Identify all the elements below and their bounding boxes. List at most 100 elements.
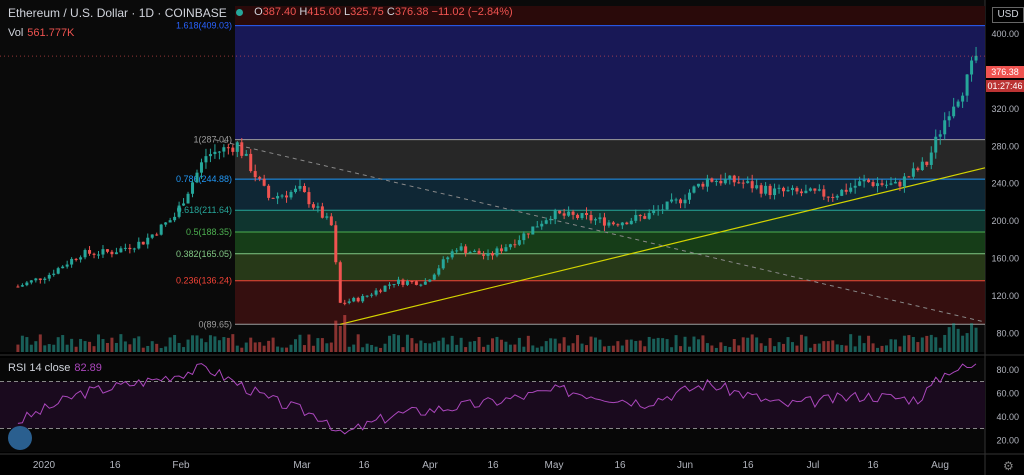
currency-button[interactable]: USD [992,7,1024,23]
candle-body [688,192,691,200]
candle-body [705,178,709,187]
volume-bar [307,334,311,352]
volume-bar [902,335,906,352]
volume-bar [361,347,365,352]
volume-bar [65,344,69,352]
volume-bar [804,336,808,352]
volume-bar [114,342,118,352]
volume-bar [625,339,629,352]
fib-level-label: 0(89.65) [198,319,232,329]
candle-body [804,190,808,194]
candle-body [74,258,78,260]
volume-bar [343,315,347,352]
candle-body [907,176,911,178]
volume-bar [692,336,696,352]
volume-bar [867,335,871,352]
candle-body [965,74,969,96]
candle-body [562,213,566,216]
rsi-line [17,363,977,435]
volume-bar [401,347,405,352]
volume-bar [938,347,942,352]
volume-bar [553,338,557,352]
volume-bar [379,347,383,352]
candle-body [553,210,557,220]
price-axis-tick: 320.00 [991,104,1019,114]
fib-zone [235,253,985,281]
candle-body [934,136,938,153]
volume-bar [446,344,450,352]
candle-body [737,182,741,184]
candle-body [177,205,181,217]
candle-body [114,252,118,255]
candle-body [486,253,490,256]
candle-body [388,284,392,286]
volume-bar [714,347,718,352]
volume-bar [280,347,284,352]
candle-body [329,216,333,226]
fib-level-label: 1.618(409.03) [176,21,232,31]
volume-bar [585,345,589,352]
candle-body [235,142,239,152]
volume-bar [240,347,244,352]
volume-bar [876,347,880,352]
volume-bar [459,337,463,352]
candle-body [65,264,69,267]
volume-bar [522,346,526,352]
candle-body [258,177,262,179]
volume-bar [52,344,56,352]
candle-body [961,95,965,102]
candle-body [123,247,127,249]
volume-legend: Vol 561.777K [8,27,74,39]
tradingview-logo-icon[interactable] [8,426,32,450]
candle-body [477,250,481,255]
volume-bar [164,346,168,352]
candle-body [105,249,109,252]
close-label: C [386,6,395,18]
candle-body [835,195,839,198]
price-axis-tick: 120.00 [991,291,1019,301]
candle-body [437,268,441,275]
candle-body [607,222,611,226]
candle-body [302,186,306,193]
volume-bar [750,334,754,352]
volume-bar [602,346,606,352]
volume-bar [437,340,441,352]
volume-bar [710,345,714,352]
volume-bar [428,343,432,352]
volume-bar [562,337,566,352]
candle-body [661,209,665,211]
fib-zone [235,231,985,254]
volume-bar [141,347,145,352]
candle-body [285,195,289,198]
open-label: O [254,6,263,18]
candle-body [217,151,221,153]
volume-bar [858,335,862,352]
candle-body [164,222,168,225]
volume-bar [773,346,777,352]
settings-gear-icon[interactable]: ⚙ [1003,459,1014,473]
volume-bar [598,339,602,352]
candle-body [611,222,615,225]
volume-bar [56,337,60,352]
candle-body [141,241,145,245]
volume-bar [495,336,499,352]
candle-body [911,168,915,177]
volume-bar [795,345,799,352]
volume-bar [611,345,615,352]
open-value: 387.40 [262,6,297,18]
volume-bar [25,337,29,352]
candle-body [750,181,754,189]
volume-bar [195,335,199,352]
candle-body [110,251,114,255]
candle-body [231,147,235,152]
volume-bar [199,338,203,352]
volume-bar [383,343,387,352]
rsi-axis-tick: 40.00 [996,412,1019,422]
volume-bar [741,337,745,352]
candle-body [508,244,512,248]
volume-bar [38,334,42,352]
fib-level-label: 0.236(136.24) [176,276,232,286]
candle-body [773,188,777,196]
volume-bar [70,338,74,352]
